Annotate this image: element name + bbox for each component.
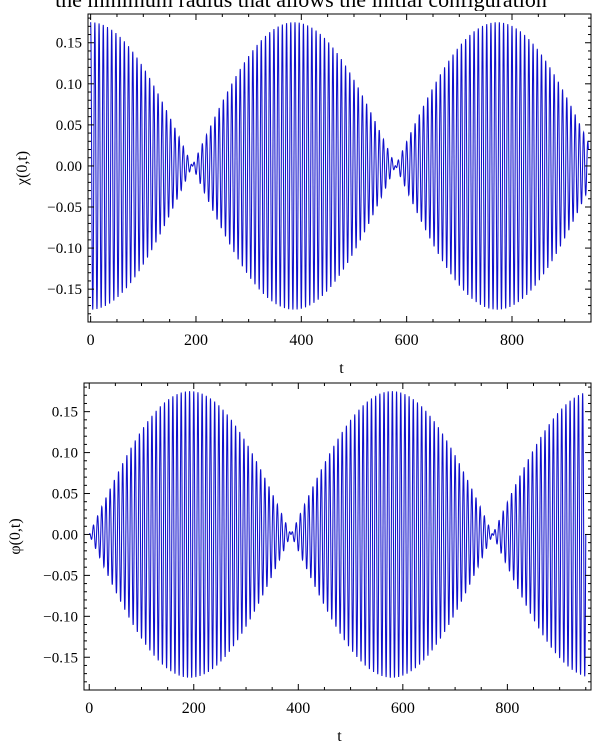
x-tick-label: 0 xyxy=(87,332,95,349)
y-tick-label: −0.15 xyxy=(47,282,82,298)
series-line xyxy=(90,22,589,310)
x-tick-label: 200 xyxy=(184,332,208,349)
y-tick-label: 0.00 xyxy=(52,527,78,543)
y-tick-label: 0.15 xyxy=(52,405,78,421)
y-tick-label: 0.15 xyxy=(56,36,82,52)
y-axis-label: χ(0,t) xyxy=(14,151,31,186)
x-axis-label: t xyxy=(339,360,344,377)
y-tick-label: −0.10 xyxy=(43,609,78,625)
y-tick-label: −0.15 xyxy=(43,650,78,666)
series-line xyxy=(88,391,587,678)
y-tick-label: 0.00 xyxy=(56,159,82,175)
x-tick-label: 0 xyxy=(85,700,93,717)
plot-frame xyxy=(83,382,592,691)
x-tick-label: 600 xyxy=(391,700,415,717)
x-tick-label: 600 xyxy=(395,332,419,349)
x-tick-label: 800 xyxy=(495,700,519,717)
figure-caption-fragment: the minimum radius that allows the initi… xyxy=(0,0,602,11)
y-tick-label: −0.10 xyxy=(47,241,82,257)
x-tick-label: 200 xyxy=(182,700,206,717)
y-tick-label: −0.05 xyxy=(43,568,78,584)
plot-frame xyxy=(87,13,592,323)
y-axis-label: φ(0,t) xyxy=(7,518,24,554)
x-tick-label: 800 xyxy=(500,332,524,349)
x-tick-label: 400 xyxy=(286,700,310,717)
y-tick-label: 0.05 xyxy=(52,487,78,503)
phi-chart: 0 200 400 600 800 0.15 0.10 0.05 0.00 −0.05 −0.10 −… xyxy=(7,382,592,745)
x-axis-label: t xyxy=(337,728,342,745)
x-tick-label: 400 xyxy=(289,332,313,349)
y-tick-label: −0.05 xyxy=(47,200,82,216)
y-tick-label: 0.10 xyxy=(56,77,82,93)
chi-chart: 0 200 400 600 800 0.15 0.10 0.05 0.00 −0.05 −0.10 −… xyxy=(14,13,592,377)
y-tick-label: 0.05 xyxy=(56,118,82,134)
y-tick-label: 0.10 xyxy=(52,446,78,462)
